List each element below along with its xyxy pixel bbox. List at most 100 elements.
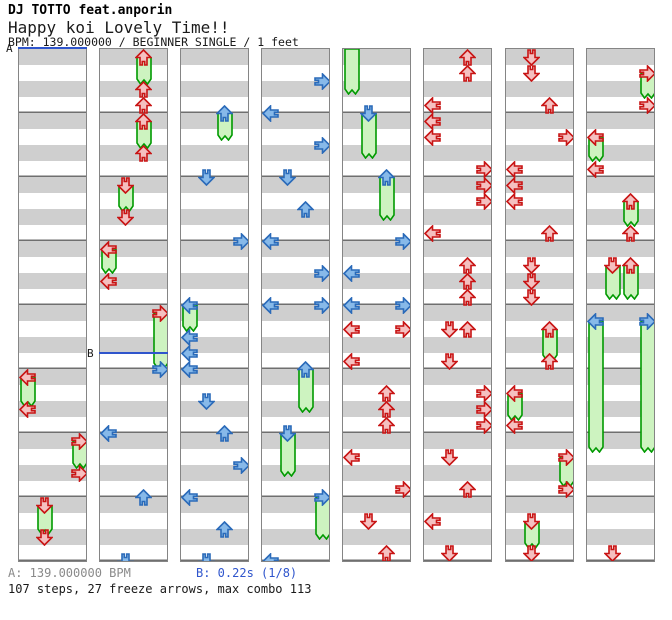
down-arrow-icon xyxy=(117,552,135,561)
right-arrow-icon xyxy=(639,96,654,114)
right-arrow-icon xyxy=(476,384,491,402)
down-arrow-icon xyxy=(360,104,378,122)
up-arrow-icon xyxy=(621,256,639,274)
right-arrow-icon xyxy=(233,456,248,474)
left-arrow-icon xyxy=(181,360,198,378)
up-arrow-icon xyxy=(621,192,639,210)
left-arrow-icon xyxy=(506,176,523,194)
left-arrow-icon xyxy=(181,488,198,506)
left-arrow-icon xyxy=(587,128,604,146)
measure-column xyxy=(586,48,655,562)
left-arrow-icon xyxy=(100,272,117,290)
left-arrow-icon xyxy=(262,552,279,561)
right-arrow-icon xyxy=(395,320,410,338)
left-arrow-icon xyxy=(587,160,604,178)
marker-a-label: A xyxy=(6,42,13,55)
chart-summary: 107 steps, 27 freeze arrows, max combo 1… xyxy=(8,582,312,596)
down-arrow-icon xyxy=(441,352,459,370)
left-arrow-icon xyxy=(181,328,198,346)
down-arrow-icon xyxy=(523,272,541,290)
right-arrow-icon xyxy=(476,400,491,418)
stop-marker-b-label: B: 0.22s (1/8) xyxy=(196,566,298,580)
up-arrow-icon xyxy=(134,80,152,98)
up-arrow-icon xyxy=(296,360,314,378)
down-arrow-icon xyxy=(604,544,622,561)
up-arrow-icon xyxy=(540,96,558,114)
up-arrow-icon xyxy=(215,104,233,122)
left-arrow-icon xyxy=(424,96,441,114)
right-arrow-icon xyxy=(314,488,329,506)
up-arrow-icon xyxy=(458,480,476,498)
left-arrow-icon xyxy=(181,344,198,362)
measure-column xyxy=(261,48,330,562)
right-arrow-icon xyxy=(476,160,491,178)
freeze-body xyxy=(315,496,329,544)
up-arrow-icon xyxy=(458,320,476,338)
up-arrow-icon xyxy=(458,49,476,66)
right-arrow-icon xyxy=(639,64,654,82)
up-arrow-icon xyxy=(458,272,476,290)
left-arrow-icon xyxy=(100,424,117,442)
freeze-body xyxy=(280,432,297,481)
marker-b-label: B xyxy=(87,347,94,360)
left-arrow-icon xyxy=(19,368,36,386)
freeze-body xyxy=(118,184,135,216)
up-arrow-icon xyxy=(134,144,152,162)
measure-column xyxy=(342,48,411,562)
left-arrow-icon xyxy=(343,320,360,338)
down-arrow-icon xyxy=(604,256,622,274)
freeze-body xyxy=(640,72,654,103)
measure-column xyxy=(180,48,249,562)
left-arrow-icon xyxy=(343,264,360,282)
marker-b-line xyxy=(99,352,168,354)
right-arrow-icon xyxy=(152,304,167,322)
right-arrow-icon xyxy=(639,312,654,330)
left-arrow-icon xyxy=(506,160,523,178)
right-arrow-icon xyxy=(314,136,329,154)
down-arrow-icon xyxy=(523,288,541,306)
right-arrow-icon xyxy=(71,464,86,482)
left-arrow-icon xyxy=(262,104,279,122)
freeze-body xyxy=(72,440,86,473)
left-arrow-icon xyxy=(262,296,279,314)
down-arrow-icon xyxy=(36,496,54,514)
chart-info: BPM: 139.000000 / BEGINNER SINGLE / 1 fe… xyxy=(8,35,299,49)
right-arrow-icon xyxy=(476,176,491,194)
left-arrow-icon xyxy=(506,416,523,434)
down-arrow-icon xyxy=(279,424,297,442)
up-arrow-icon xyxy=(458,256,476,274)
up-arrow-icon xyxy=(540,320,558,338)
measure-column xyxy=(18,48,87,562)
up-arrow-icon xyxy=(458,288,476,306)
up-arrow-icon xyxy=(377,400,395,418)
freeze-body xyxy=(361,112,378,163)
right-arrow-icon xyxy=(233,232,248,250)
freeze-body xyxy=(588,320,604,457)
right-arrow-icon xyxy=(558,480,573,498)
left-arrow-icon xyxy=(343,352,360,370)
freeze-body xyxy=(640,320,654,457)
up-arrow-icon xyxy=(134,112,152,130)
right-arrow-icon xyxy=(558,128,573,146)
left-arrow-icon xyxy=(424,224,441,242)
up-arrow-icon xyxy=(134,488,152,506)
down-arrow-icon xyxy=(523,49,541,66)
right-arrow-icon xyxy=(395,232,410,250)
left-arrow-icon xyxy=(19,400,36,418)
down-arrow-icon xyxy=(523,256,541,274)
down-arrow-icon xyxy=(198,168,216,186)
right-arrow-icon xyxy=(558,448,573,466)
left-arrow-icon xyxy=(100,240,117,258)
left-arrow-icon xyxy=(424,112,441,130)
right-arrow-icon xyxy=(71,432,86,450)
artist-name: DJ TOTTO feat.anporin xyxy=(8,3,173,18)
up-arrow-icon xyxy=(296,200,314,218)
measure-column xyxy=(99,48,168,562)
freeze-body xyxy=(378,176,395,225)
down-arrow-icon xyxy=(441,320,459,338)
freeze-body xyxy=(297,368,314,417)
up-arrow-icon xyxy=(621,224,639,242)
left-arrow-icon xyxy=(587,312,604,330)
measure-column xyxy=(505,48,574,562)
